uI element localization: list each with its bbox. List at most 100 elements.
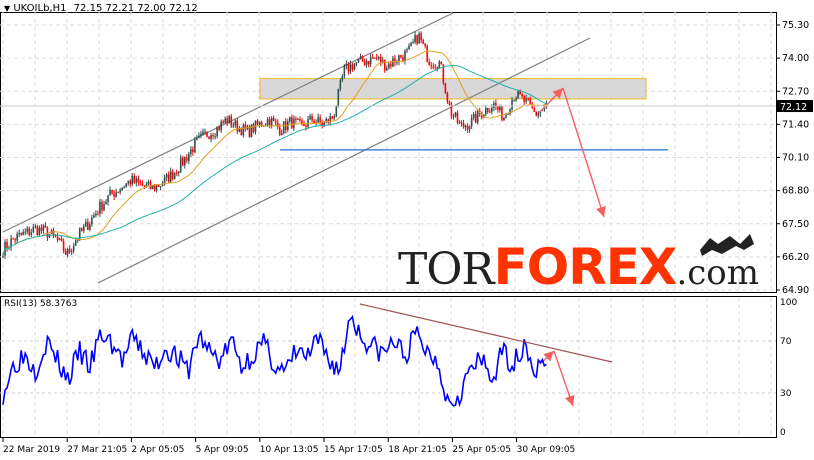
candle-body [171,171,174,179]
price-tick-label: 75.30 [782,20,809,31]
price-tick-label: 70.10 [782,153,809,164]
candle-body [272,118,275,121]
candle-body [99,201,101,214]
candle-body [515,98,517,100]
time-tick-label: 30 Apr 09:05 [517,445,576,455]
candle-body [333,116,336,119]
candle-body [83,226,85,231]
candle-body [521,94,523,96]
candle-body [323,121,325,127]
candle-body [224,118,226,123]
candle-body [460,122,463,124]
candle-body [410,42,412,46]
candle-body [123,187,125,189]
candle-body [131,175,134,185]
candle-body [428,61,431,66]
candle-body [220,121,222,130]
candle-body [268,119,271,126]
candle-body [260,121,263,126]
candle-body [28,228,31,235]
candle-body [351,64,354,70]
dropdown-triangle-icon[interactable]: ▼ [4,4,11,13]
candle-body [347,63,350,72]
candle-body [365,61,368,65]
candle-body [30,232,33,235]
candle-body [274,120,277,123]
candle-body [38,227,41,236]
candle-body [505,114,507,118]
candle-body [377,56,380,59]
candle-body [474,114,477,123]
candle-body [325,118,327,122]
candle-body [62,241,65,252]
candle-body [371,57,374,59]
candle-body [135,178,138,183]
candle-body [369,57,372,65]
candle-body [375,57,378,59]
rsi-tick-label: 70 [780,337,792,347]
price-panel-frame [0,12,777,293]
candle-body [418,33,420,44]
price-tick-label: 64.90 [782,285,809,296]
rsi-tick-label: 0 [780,428,786,438]
candle-body [430,65,433,67]
candle-body [204,131,206,133]
candle-body [10,238,12,248]
logo-com: .com [676,253,759,293]
candle-body [137,178,140,183]
candle-body [42,225,45,231]
candle-body [482,114,485,118]
candle-body [416,35,418,44]
candle-body [537,113,540,116]
candle-body [173,172,176,179]
time-tick-label: 5 Apr 09:05 [196,445,249,455]
candle-body [218,126,220,130]
candle-body [408,45,410,50]
candle-body [523,95,525,102]
price-tick-label: 66.20 [782,252,809,263]
symbol-label: UKOILb,H1 [13,3,67,14]
candle-body [513,99,515,101]
channel-lower-line [97,37,591,284]
candle-body [264,124,267,126]
candle-body [125,183,128,188]
candle-body [373,57,376,59]
candle-body [353,63,356,70]
candle-body [341,75,344,81]
candle-body [111,189,113,194]
candle-body [311,115,313,121]
candle-body [484,107,487,115]
candle-body [313,120,315,124]
candle-body [202,131,204,134]
candle-body [95,213,97,216]
candle-body [44,225,47,228]
candle-body [489,111,491,113]
candle-body [228,116,231,123]
candle-body [297,119,299,121]
candle-body [309,115,311,120]
candle-body [109,189,111,196]
candle-body [470,117,473,127]
candle-body [454,112,457,117]
candle-body [383,59,386,71]
candle-body [147,181,150,185]
candle-body [242,124,245,136]
candle-body [60,238,63,242]
candle-body [468,126,471,130]
candle-body [289,117,291,122]
candle-body [72,245,75,251]
candle-body [301,120,303,124]
candle-body [525,98,527,102]
candle-body [331,116,334,119]
candle-body [64,251,67,255]
candle-body [472,114,475,118]
candle-body [343,65,346,76]
candle-body [18,233,20,235]
time-tick-label: 10 Apr 13:05 [260,445,319,455]
candle-body [190,149,192,154]
candle-body [456,112,459,123]
candle-body [345,63,348,66]
price-tick-label: 72.70 [782,86,809,97]
candle-body [169,171,172,183]
candle-body [278,127,281,136]
